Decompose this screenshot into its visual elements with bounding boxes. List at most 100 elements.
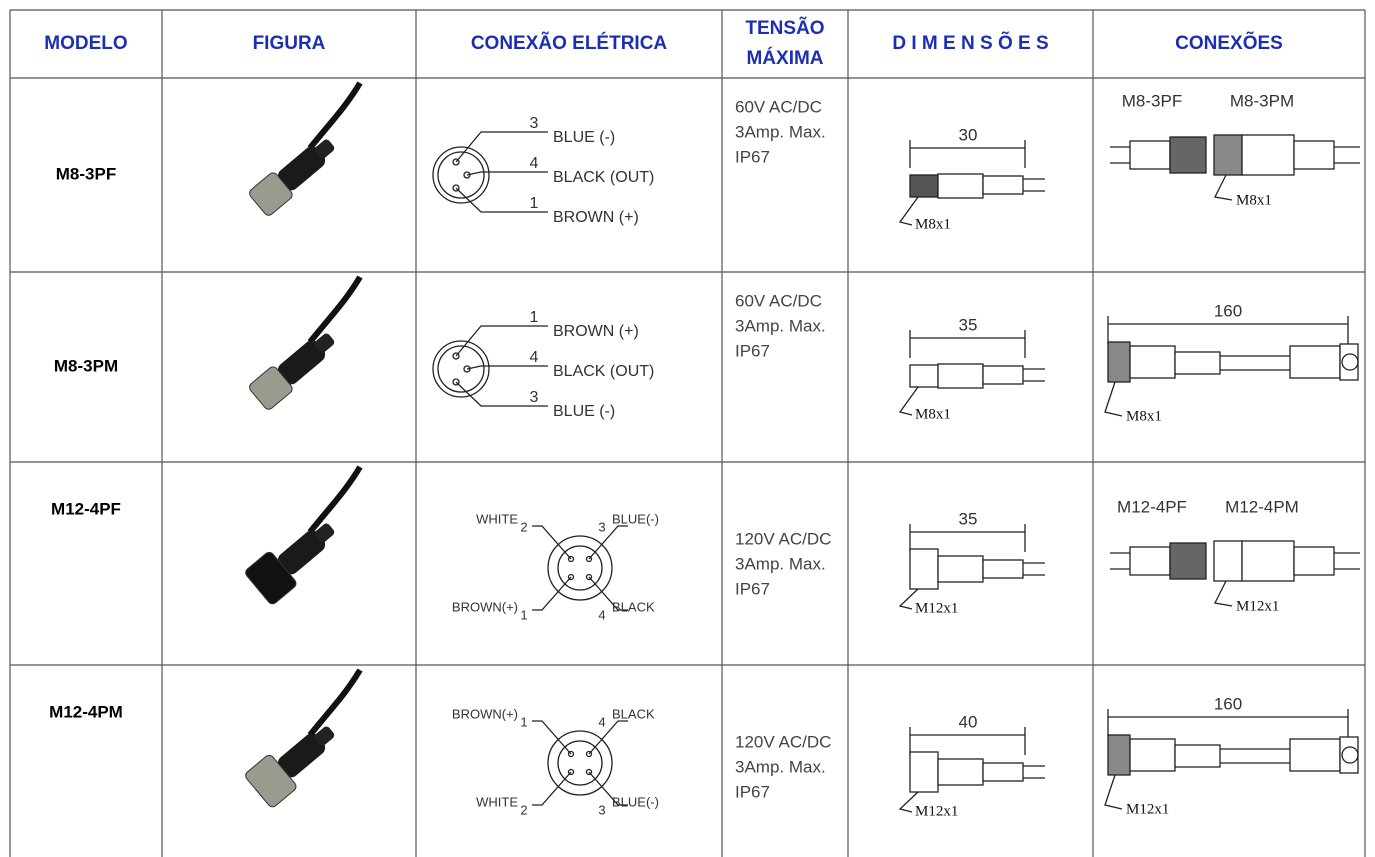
- leader: [898, 386, 919, 416]
- pin-lead: [588, 525, 628, 560]
- pin-circle: [432, 340, 490, 398]
- connection-thread: M8x1: [1126, 408, 1162, 424]
- model-name: M12-4PF: [51, 499, 121, 518]
- drawing-part: [1174, 351, 1221, 375]
- pin-dot: [567, 555, 575, 563]
- pin-number: 3: [598, 519, 605, 534]
- wire-label: BLACK (OUT): [553, 169, 654, 186]
- product-photo: [249, 275, 363, 410]
- wire-label: BROWN(+): [452, 706, 518, 721]
- drawing-part: [937, 555, 984, 583]
- wire-label: BLACK: [612, 599, 655, 614]
- drawing-part: [1241, 134, 1295, 176]
- connector-head: [245, 754, 297, 808]
- pin-number: 3: [530, 389, 539, 406]
- connector-head: [909, 364, 939, 388]
- pin-lead: [455, 325, 548, 357]
- wire-label: BLUE(-): [612, 511, 659, 526]
- pin-lead: [532, 771, 572, 806]
- connector-ring: [314, 523, 335, 543]
- header-cell: MODELO: [44, 33, 127, 54]
- voltage-line: IP67: [735, 341, 770, 360]
- pin-lead: [466, 171, 548, 176]
- pin-lead: [532, 720, 572, 755]
- wire-label: BROWN (+): [553, 209, 639, 226]
- voltage-line: 60V AC/DC: [735, 291, 822, 310]
- leader: [1214, 580, 1233, 607]
- drawing-part: [1293, 140, 1335, 170]
- leader: [1104, 774, 1123, 810]
- pin-number: 1: [530, 309, 539, 326]
- connector-head: [249, 366, 293, 410]
- connector-body: [277, 340, 326, 385]
- connector: [245, 726, 335, 808]
- leader: [898, 588, 919, 610]
- connector-ring: [314, 139, 335, 159]
- connector-body: [277, 530, 326, 575]
- drawing-part: [937, 173, 984, 199]
- connector-body: [277, 146, 326, 191]
- model-name: M8-3PM: [54, 356, 118, 375]
- connector: [249, 333, 335, 410]
- drawing-part: [1293, 546, 1335, 576]
- drawing-part: [1213, 540, 1243, 582]
- connector-head: [909, 548, 939, 590]
- pin-dot: [585, 573, 593, 581]
- wire-label: BLACK (OUT): [553, 363, 654, 380]
- header-cell: CONEXÕES: [1175, 32, 1283, 54]
- pin-dot: [567, 573, 575, 581]
- connection-length: 160: [1214, 301, 1242, 320]
- pin-number: 3: [598, 802, 605, 817]
- pin-lead: [466, 365, 548, 370]
- voltage-line: IP67: [735, 782, 770, 801]
- product-photo: [249, 81, 363, 216]
- connection-label: M8-3PF: [1122, 91, 1182, 110]
- voltage-line: 3Amp. Max.: [735, 316, 826, 335]
- drawing-part: [1129, 738, 1176, 772]
- pin-dot: [567, 768, 575, 776]
- dimension-length: 35: [959, 315, 978, 334]
- pin-number: 2: [520, 802, 527, 817]
- connection-label: M12-4PF: [1117, 497, 1187, 516]
- connector-head: [909, 174, 939, 198]
- product-photo: [245, 668, 363, 808]
- pin-lead: [588, 576, 628, 611]
- dimension-thread: M8x1: [915, 406, 951, 422]
- cable: [307, 465, 363, 534]
- voltage-line: 60V AC/DC: [735, 97, 822, 116]
- drawing-part: [982, 175, 1024, 195]
- drawing-part: [1169, 136, 1207, 174]
- header-cell: D I M E N S Õ E S: [892, 32, 1048, 54]
- drawing-part: [937, 758, 984, 786]
- pin-dot: [452, 184, 460, 192]
- header-cell: MÁXIMA: [746, 47, 823, 69]
- drawing-part: [982, 559, 1024, 579]
- drawing-part: [1341, 746, 1359, 764]
- pin-dot: [585, 768, 593, 776]
- pin-number: 3: [530, 115, 539, 132]
- connector: [245, 523, 335, 605]
- pin-dot: [452, 352, 460, 360]
- wire-label: WHITE: [476, 511, 518, 526]
- leader: [898, 791, 919, 813]
- pin-dot: [567, 750, 575, 758]
- drawing-part: [1174, 744, 1221, 768]
- connection-label: M8-3PM: [1230, 91, 1294, 110]
- model-name: M8-3PF: [56, 164, 116, 183]
- wire-label: BLUE (-): [553, 403, 615, 420]
- pin-number: 1: [520, 607, 527, 622]
- voltage-line: IP67: [735, 579, 770, 598]
- pin-circle: [557, 545, 603, 591]
- drawing-part: [1339, 736, 1359, 774]
- connector: [249, 139, 335, 216]
- pin-circle: [547, 730, 613, 796]
- drawing-part: [937, 363, 984, 389]
- pin-dot: [452, 158, 460, 166]
- connector-head: [909, 751, 939, 793]
- pin-lead: [455, 131, 548, 163]
- leader: [1214, 174, 1233, 201]
- connector-head: [245, 551, 297, 605]
- voltage-line: 120V AC/DC: [735, 732, 831, 751]
- dimension-length: 35: [959, 509, 978, 528]
- pin-number: 1: [530, 195, 539, 212]
